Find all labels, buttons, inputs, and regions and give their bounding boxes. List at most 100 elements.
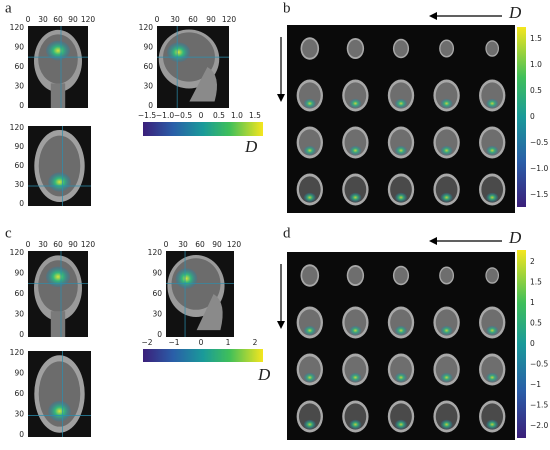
y-tick-label: 0 xyxy=(157,330,162,339)
y-tick-label: 120 xyxy=(148,248,163,257)
slice-activation xyxy=(303,98,316,109)
y-tick-label: 120 xyxy=(10,348,25,357)
slice-brain xyxy=(348,266,363,285)
x-tick-label: 90 xyxy=(68,15,78,24)
slice-activation xyxy=(486,192,499,203)
y-tick-label: 90 xyxy=(14,142,24,151)
y-tick-label: 120 xyxy=(10,248,25,257)
x-tick-label: 120 xyxy=(222,15,237,24)
colorbar-tick-label: 2 xyxy=(253,338,258,347)
x-tick-label: 120 xyxy=(81,240,96,249)
face xyxy=(189,67,217,102)
x-tick-label: 30 xyxy=(178,240,188,249)
slice-activation xyxy=(349,145,362,156)
slice-activation xyxy=(349,98,362,109)
slice-brain xyxy=(394,267,408,284)
activation xyxy=(48,172,71,192)
x-tick-label: 60 xyxy=(53,240,63,249)
y-tick-label: 30 xyxy=(14,410,24,419)
y-tick-label: 0 xyxy=(19,330,24,339)
slice-activation xyxy=(395,145,407,156)
colorbar-tick-label: −2.0 xyxy=(530,421,548,430)
x-tick-label: 120 xyxy=(227,240,242,249)
slice-brain xyxy=(302,39,318,58)
slice-activation xyxy=(349,192,362,203)
y-tick-label: 60 xyxy=(14,389,24,398)
slice-activation xyxy=(395,192,407,203)
x-tick-label: 0 xyxy=(26,15,31,24)
slice-activation xyxy=(440,192,453,203)
y-tick-label: 90 xyxy=(143,43,153,52)
activation xyxy=(175,268,198,289)
slice-activation xyxy=(486,325,499,336)
arrow-head xyxy=(429,12,437,20)
y-tick-label: 0 xyxy=(19,199,24,208)
activation xyxy=(167,42,191,63)
slice-activation xyxy=(486,145,499,156)
colorbar xyxy=(143,122,263,136)
slice-activation xyxy=(440,98,453,109)
arrow-head xyxy=(277,94,285,102)
slice-activation xyxy=(303,419,316,430)
colorbar-tick-label: −2 xyxy=(141,338,152,347)
arrow-head xyxy=(429,237,437,245)
slice-activation xyxy=(303,325,316,336)
y-tick-label: 90 xyxy=(14,369,24,378)
colorbar-tick-label: −1.5 xyxy=(138,111,156,120)
slice-brain xyxy=(440,41,453,56)
colorbar-tick-label: 1.5 xyxy=(249,111,261,120)
y-tick-label: 60 xyxy=(14,62,24,71)
face xyxy=(196,294,223,331)
colorbar-tick-label: 0.5 xyxy=(213,111,225,120)
x-tick-label: 90 xyxy=(206,15,216,24)
y-tick-label: 60 xyxy=(14,161,24,170)
y-tick-label: 60 xyxy=(152,289,162,298)
colorbar-tick-label: −1.5 xyxy=(530,190,548,199)
colorbar-tick-label: −1.0 xyxy=(156,111,174,120)
colorbar-tick-label: 0.5 xyxy=(530,86,542,95)
slice-activation xyxy=(349,419,362,430)
slice-brain xyxy=(440,268,453,283)
slice-activation xyxy=(440,145,453,156)
y-tick-label: 90 xyxy=(14,43,24,52)
colorbar-tick-label: 1.0 xyxy=(530,60,542,69)
panel-label: a xyxy=(5,0,12,16)
slice-activation xyxy=(349,372,362,383)
slice-activation xyxy=(303,192,316,203)
colorbar-tick-label: −1 xyxy=(168,338,179,347)
colorbar-tick-label: 0 xyxy=(199,111,204,120)
slice-activation xyxy=(303,372,316,383)
colorbar xyxy=(517,250,526,438)
colorbar-tick-label: 0 xyxy=(530,339,535,348)
x-tick-label: 30 xyxy=(38,15,48,24)
colorbar-tick-label: 2 xyxy=(530,257,535,266)
slice-activation xyxy=(486,98,499,109)
y-tick-label: 120 xyxy=(10,123,25,132)
x-tick-label: 30 xyxy=(170,15,180,24)
y-tick-label: 120 xyxy=(10,23,25,32)
slice-activation xyxy=(395,325,407,336)
x-tick-label: 60 xyxy=(188,15,198,24)
colorbar-tick-label: 1.0 xyxy=(231,111,243,120)
slice-brain xyxy=(486,268,498,283)
y-tick-label: 60 xyxy=(143,62,153,71)
colorbar-tick-label: −1 xyxy=(530,380,541,389)
x-tick-label: 0 xyxy=(155,15,160,24)
x-tick-label: 60 xyxy=(53,15,63,24)
slice-activation xyxy=(395,372,407,383)
activation xyxy=(48,400,71,422)
colorbar-tick-label: −1.5 xyxy=(530,401,548,410)
colorbar-tick-label: 0 xyxy=(530,112,535,121)
x-tick-label: 30 xyxy=(38,240,48,249)
colorbar-label: D xyxy=(244,137,258,156)
activation xyxy=(46,266,70,288)
neck xyxy=(50,83,66,108)
colorbar-tick-label: −0.5 xyxy=(530,360,548,369)
slice-brain xyxy=(394,40,408,57)
colorbar-tick-label: 1.5 xyxy=(530,278,542,287)
slice-activation xyxy=(440,372,453,383)
colorbar-tick-label: 1 xyxy=(530,298,535,307)
arrow-label: D xyxy=(508,3,522,22)
colorbar-tick-label: 0.5 xyxy=(530,319,542,328)
